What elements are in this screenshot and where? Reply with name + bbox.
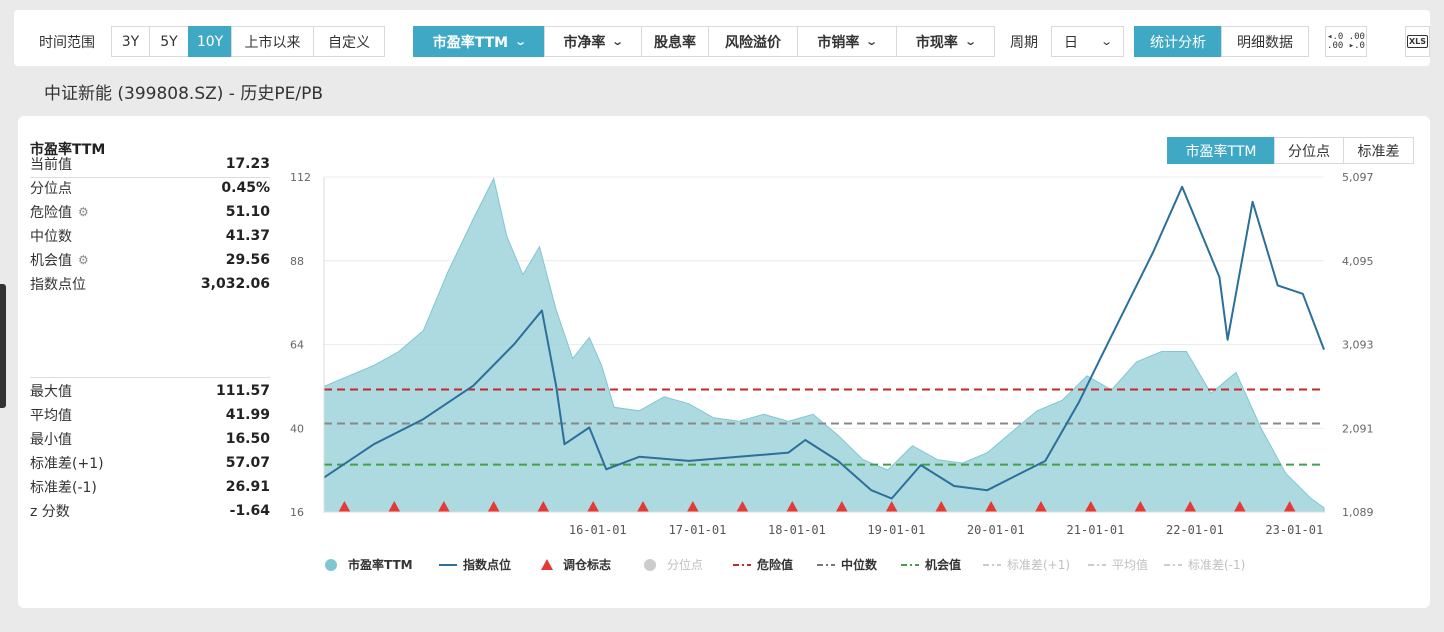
stats-divider-top <box>30 177 270 178</box>
tab-statistical-analysis[interactable]: 统计分析 <box>1134 26 1222 57</box>
panel-title: 市盈率TTM <box>30 142 106 158</box>
stat-label-text: 指数点位 <box>30 277 86 293</box>
stat-label: 最小值 <box>30 429 72 449</box>
metric-pe-ttm-dropdown[interactable]: 市盈率TTM ⌄ <box>413 26 545 57</box>
range-5y-button[interactable]: 5Y <box>149 26 189 57</box>
stat-value: 111.57 <box>215 383 270 399</box>
xls-export-icon[interactable]: XLS <box>1405 26 1430 57</box>
metric-risk-premium-button[interactable]: 风险溢价 <box>708 26 798 57</box>
range-since-listing-button[interactable]: 上市以来 <box>231 26 314 57</box>
period-select[interactable]: 日 ⌄ <box>1051 26 1124 57</box>
stat-row: 平均值 41.99 <box>30 405 270 425</box>
stat-row: 指数点位 3,032.06 <box>30 274 270 294</box>
stat-label: 指数点位 <box>30 274 86 294</box>
stat-value: 3,032.06 <box>200 276 270 292</box>
stat-label-text: 标准差(-1) <box>30 480 97 496</box>
side-collapse-handle[interactable] <box>0 284 6 408</box>
stat-label: 机会值 ⚙ <box>30 250 89 270</box>
stat-label-text: z 分数 <box>30 504 70 520</box>
stat-label-text: 平均值 <box>30 408 72 424</box>
stat-label-text: 危险值 <box>30 205 72 221</box>
stat-label: 标准差(+1) <box>30 453 104 473</box>
stat-label: 平均值 <box>30 405 72 425</box>
stats-divider-middle <box>30 377 270 378</box>
time-range-label: 时间范围 <box>39 34 95 51</box>
tab-detail-data[interactable]: 明细数据 <box>1221 26 1309 57</box>
period-label: 周期 <box>1010 34 1038 51</box>
stat-row: 机会值 ⚙ 29.56 <box>30 250 270 270</box>
stat-label-text: 当前值 <box>30 157 72 173</box>
stat-label-text: 机会值 <box>30 253 72 269</box>
stat-row: 标准差(-1) 26.91 <box>30 477 270 497</box>
range-3y-button[interactable]: 3Y <box>111 26 150 57</box>
stat-label: 当前值 <box>30 154 72 174</box>
gear-icon[interactable]: ⚙ <box>78 253 89 267</box>
stat-row: 危险值 ⚙ 51.10 <box>30 202 270 222</box>
stat-label: 标准差(-1) <box>30 477 97 497</box>
period-value: 日 <box>1064 34 1078 51</box>
stat-label-text: 标准差(+1) <box>30 456 104 472</box>
stat-value: -1.64 <box>229 503 270 519</box>
page-title: 中证新能 (399808.SZ) - 历史PE/PB <box>44 84 323 104</box>
range-10y-button[interactable]: 10Y <box>188 26 232 57</box>
stat-row: 最大值 111.57 <box>30 381 270 401</box>
gear-icon[interactable]: ⚙ <box>78 205 89 219</box>
stat-label: 分位点 <box>30 178 72 198</box>
stat-row: 最小值 16.50 <box>30 429 270 449</box>
stat-value: 17.23 <box>225 156 270 172</box>
stat-label: 最大值 <box>30 381 72 401</box>
stat-label: 中位数 <box>30 226 72 246</box>
stat-value: 41.37 <box>225 228 270 244</box>
stat-value: 41.99 <box>225 407 270 423</box>
stat-label-text: 最小值 <box>30 432 72 448</box>
stat-label-text: 分位点 <box>30 181 72 197</box>
stat-value: 16.50 <box>225 431 270 447</box>
view-tab-percentile[interactable]: 分位点 <box>1274 137 1344 164</box>
view-tab-std-dev[interactable]: 标准差 <box>1343 137 1414 164</box>
metric-ps-dropdown[interactable]: 市销率 ⌄ <box>797 26 897 57</box>
chevron-down-icon: ⌄ <box>865 35 879 48</box>
stat-row: 当前值 17.23 <box>30 154 270 174</box>
toolbar: 时间范围 3Y 5Y 10Y 上市以来 自定义 市盈率TTM ⌄ 市净率 ⌄ 股息率… <box>14 10 1430 66</box>
stat-value: 0.45% <box>221 180 270 196</box>
stat-value: 26.91 <box>225 479 270 495</box>
chevron-down-icon: ⌄ <box>964 35 977 48</box>
metric-label: 市盈率TTM <box>432 34 509 51</box>
stat-label-text: 中位数 <box>30 229 72 245</box>
stat-value: 29.56 <box>225 252 270 268</box>
decimal-precision-icon[interactable]: ◂.0 .00.00 ▸.0 <box>1325 26 1367 57</box>
stat-row: 分位点 0.45% <box>30 178 270 198</box>
metric-label: 市销率 <box>817 34 860 51</box>
metric-pb-dropdown[interactable]: 市净率 ⌄ <box>544 26 642 57</box>
stat-label-text: 最大值 <box>30 384 72 400</box>
stat-value: 51.10 <box>225 204 270 220</box>
chevron-down-icon: ⌄ <box>1099 35 1113 48</box>
metric-pcf-dropdown[interactable]: 市现率 ⌄ <box>896 26 995 57</box>
chevron-down-icon: ⌄ <box>514 35 528 48</box>
stat-row: 中位数 41.37 <box>30 226 270 246</box>
range-custom-button[interactable]: 自定义 <box>313 26 385 57</box>
stat-row: 标准差(+1) 57.07 <box>30 453 270 473</box>
metric-label: 市现率 <box>915 34 958 51</box>
metric-label: 市净率 <box>563 34 606 51</box>
stat-label: 危险值 ⚙ <box>30 202 89 222</box>
stat-row: z 分数 -1.64 <box>30 501 270 521</box>
metric-dividend-yield-button[interactable]: 股息率 <box>641 26 709 57</box>
chevron-down-icon: ⌄ <box>611 35 625 48</box>
stat-label: z 分数 <box>30 501 70 521</box>
stat-value: 57.07 <box>225 455 270 471</box>
view-tab-pe-ttm[interactable]: 市盈率TTM <box>1167 137 1275 164</box>
